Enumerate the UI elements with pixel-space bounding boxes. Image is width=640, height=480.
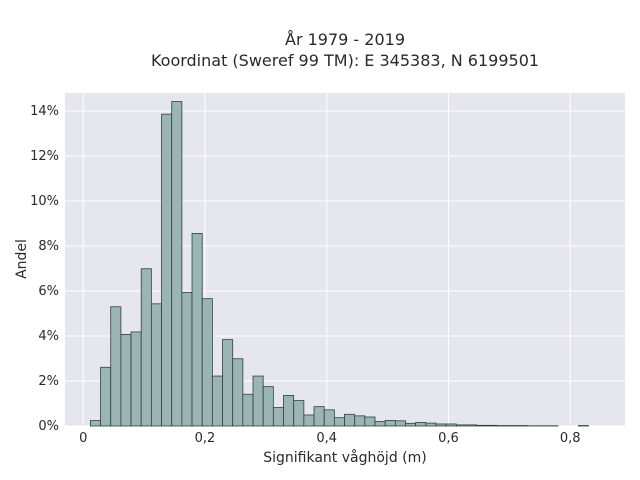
histogram-bar bbox=[394, 420, 406, 427]
histogram-bar bbox=[181, 291, 193, 427]
y-tick-label: 12% bbox=[30, 149, 59, 164]
histogram-bar bbox=[161, 113, 173, 427]
y-axis-label: Andel bbox=[14, 239, 30, 279]
histogram-bar bbox=[333, 417, 345, 427]
histogram-bar bbox=[303, 414, 315, 427]
histogram-bar bbox=[150, 303, 162, 427]
histogram-bar bbox=[120, 334, 132, 427]
histogram-bar bbox=[445, 423, 457, 427]
histogram-bar bbox=[293, 400, 305, 427]
histogram-bar bbox=[252, 375, 264, 427]
y-axis-ticks: 0% 2% 4% 6% 8% 10% 12% 14% bbox=[30, 104, 59, 434]
x-tick-label: 0 bbox=[79, 431, 87, 446]
histogram-bar bbox=[100, 366, 112, 427]
histogram-bar bbox=[242, 393, 254, 427]
y-tick-label: 10% bbox=[30, 194, 59, 209]
histogram-bar bbox=[364, 416, 376, 427]
x-tick-label: 0,8 bbox=[560, 431, 581, 446]
histogram-bar bbox=[89, 420, 101, 427]
histogram-bar bbox=[171, 101, 183, 427]
histogram-bar bbox=[130, 331, 142, 427]
histogram-bar bbox=[323, 409, 335, 427]
histogram-bar bbox=[344, 413, 356, 427]
y-tick-label: 14% bbox=[30, 104, 59, 119]
y-tick-label: 0% bbox=[38, 419, 59, 434]
histogram-bar bbox=[201, 298, 213, 427]
histogram-bar bbox=[232, 358, 244, 427]
histogram-bar bbox=[466, 424, 478, 427]
y-tick-label: 8% bbox=[38, 239, 59, 254]
histogram-bar bbox=[222, 339, 234, 427]
histogram-bar bbox=[211, 375, 223, 427]
x-axis-label: Signifikant våghöjd (m) bbox=[263, 449, 426, 466]
y-tick-label: 4% bbox=[38, 329, 59, 344]
histogram-bar bbox=[110, 306, 122, 427]
x-tick-label: 0,6 bbox=[438, 431, 459, 446]
chart-title-line1: År 1979 - 2019 bbox=[285, 30, 405, 49]
histogram-bar bbox=[486, 424, 498, 427]
bars-group bbox=[89, 101, 589, 427]
histogram-bar bbox=[354, 415, 366, 427]
histogram-bar bbox=[425, 422, 437, 427]
histogram-bar bbox=[272, 407, 284, 427]
histogram-bar bbox=[405, 422, 417, 427]
histogram-bar bbox=[435, 423, 447, 427]
x-tick-label: 0,4 bbox=[316, 431, 337, 446]
histogram-bar bbox=[384, 419, 396, 427]
histogram-bar bbox=[191, 232, 203, 427]
y-tick-label: 6% bbox=[38, 284, 59, 299]
chart-title-line2: Koordinat (Sweref 99 TM): E 345383, N 61… bbox=[151, 51, 539, 70]
histogram-bar bbox=[374, 421, 386, 427]
x-axis-ticks: 0 0,2 0,4 0,6 0,8 bbox=[79, 431, 580, 446]
histogram-bar bbox=[262, 386, 274, 427]
histogram-bar bbox=[283, 394, 295, 427]
histogram-bar bbox=[455, 424, 467, 427]
histogram-bar bbox=[476, 424, 488, 427]
x-tick-label: 0,2 bbox=[195, 431, 216, 446]
histogram-bar bbox=[415, 421, 427, 427]
histogram-bar bbox=[313, 406, 325, 427]
histogram-bar bbox=[140, 268, 152, 427]
y-tick-label: 2% bbox=[38, 374, 59, 389]
